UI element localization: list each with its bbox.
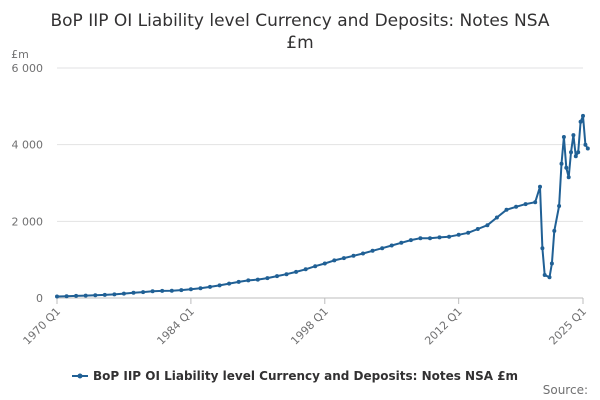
data-point[interactable] <box>578 119 583 124</box>
series-line <box>56 114 589 298</box>
data-point[interactable] <box>485 223 490 228</box>
data-point[interactable] <box>141 290 146 295</box>
data-point[interactable] <box>571 133 576 138</box>
data-point[interactable] <box>399 240 404 245</box>
data-point[interactable] <box>150 289 155 294</box>
x-tick-label: 1970 Q1 <box>21 305 64 348</box>
data-point[interactable] <box>313 264 318 269</box>
data-point[interactable] <box>294 269 299 274</box>
data-point[interactable] <box>74 293 79 298</box>
data-point[interactable] <box>303 267 308 272</box>
data-point[interactable] <box>569 150 573 155</box>
data-point[interactable] <box>265 276 270 281</box>
data-point[interactable] <box>475 227 480 231</box>
y-tick-label: 6 000 <box>12 62 44 75</box>
y-unit-label: £m <box>11 48 29 61</box>
chart-title-line2: £m <box>286 33 313 53</box>
data-point[interactable] <box>559 161 564 166</box>
data-point[interactable] <box>581 113 585 118</box>
data-point[interactable] <box>533 200 538 205</box>
data-point[interactable] <box>456 232 461 237</box>
data-point[interactable] <box>112 292 117 297</box>
data-point[interactable] <box>408 238 413 243</box>
data-point[interactable] <box>341 256 346 261</box>
data-point[interactable] <box>540 246 545 251</box>
data-point[interactable] <box>102 292 107 297</box>
data-point[interactable] <box>217 283 222 288</box>
data-point[interactable] <box>208 284 212 289</box>
data-point[interactable] <box>131 290 136 295</box>
data-point[interactable] <box>322 261 327 266</box>
data-point[interactable] <box>255 277 260 282</box>
data-point[interactable] <box>428 236 432 241</box>
data-point[interactable] <box>55 294 59 299</box>
x-axis: 1970 Q1 1984 Q1 1998 Q1 2012 Q1 2025 Q1 <box>21 298 590 348</box>
y-tick-label: 0 <box>36 292 43 305</box>
data-point[interactable] <box>504 207 509 212</box>
y-axis-ticks: 0 2 000 4 000 6 000 <box>12 62 44 305</box>
data-point[interactable] <box>93 293 98 298</box>
data-point[interactable] <box>246 278 251 283</box>
legend[interactable]: BoP IIP OI Liability level Currency and … <box>72 369 518 383</box>
x-tick-label: 1998 Q1 <box>288 305 331 348</box>
data-point[interactable] <box>466 230 471 235</box>
data-point[interactable] <box>370 248 375 253</box>
data-point[interactable] <box>547 275 552 280</box>
data-point[interactable] <box>227 281 232 286</box>
data-point[interactable] <box>332 258 337 263</box>
data-point[interactable] <box>514 204 519 209</box>
data-point[interactable] <box>380 246 385 251</box>
data-point[interactable] <box>561 135 566 139</box>
data-point[interactable] <box>549 261 554 266</box>
data-point[interactable] <box>121 291 126 296</box>
data-point[interactable] <box>538 184 542 189</box>
data-point[interactable] <box>169 288 174 293</box>
legend-marker <box>77 373 83 379</box>
data-point[interactable] <box>494 215 499 220</box>
data-point[interactable] <box>576 150 581 155</box>
data-point[interactable] <box>573 154 578 159</box>
data-point[interactable] <box>447 234 452 239</box>
x-tick-label: 2012 Q1 <box>422 305 465 348</box>
gridlines <box>57 67 583 299</box>
data-point[interactable] <box>361 251 365 256</box>
series-layer <box>55 113 590 299</box>
data-point[interactable] <box>437 235 442 240</box>
data-point[interactable] <box>583 142 588 147</box>
y-tick-label: 4 000 <box>12 139 44 152</box>
data-point[interactable] <box>351 253 356 258</box>
source-label: Source: <box>543 383 588 397</box>
legend-label: BoP IIP OI Liability level Currency and … <box>93 369 518 383</box>
data-point[interactable] <box>523 202 528 207</box>
data-point[interactable] <box>564 165 569 170</box>
data-point[interactable] <box>284 272 289 277</box>
chart-title-line1: BoP IIP OI Liability level Currency and … <box>50 11 549 31</box>
data-point[interactable] <box>542 273 547 277</box>
x-tick-label: 2025 Q1 <box>547 305 590 348</box>
data-point[interactable] <box>179 288 184 293</box>
data-point[interactable] <box>585 146 590 151</box>
data-point[interactable] <box>198 286 203 291</box>
data-point[interactable] <box>160 288 165 293</box>
data-point[interactable] <box>236 279 241 284</box>
data-point[interactable] <box>188 287 193 292</box>
x-tick-label: 1984 Q1 <box>154 305 197 348</box>
data-point[interactable] <box>275 274 279 279</box>
data-point[interactable] <box>389 243 394 248</box>
data-point[interactable] <box>418 236 423 241</box>
data-point[interactable] <box>83 293 88 298</box>
data-point[interactable] <box>566 175 571 180</box>
y-tick-label: 2 000 <box>12 215 44 228</box>
data-point[interactable] <box>64 294 69 299</box>
data-point[interactable] <box>552 228 557 233</box>
data-point[interactable] <box>557 204 562 208</box>
